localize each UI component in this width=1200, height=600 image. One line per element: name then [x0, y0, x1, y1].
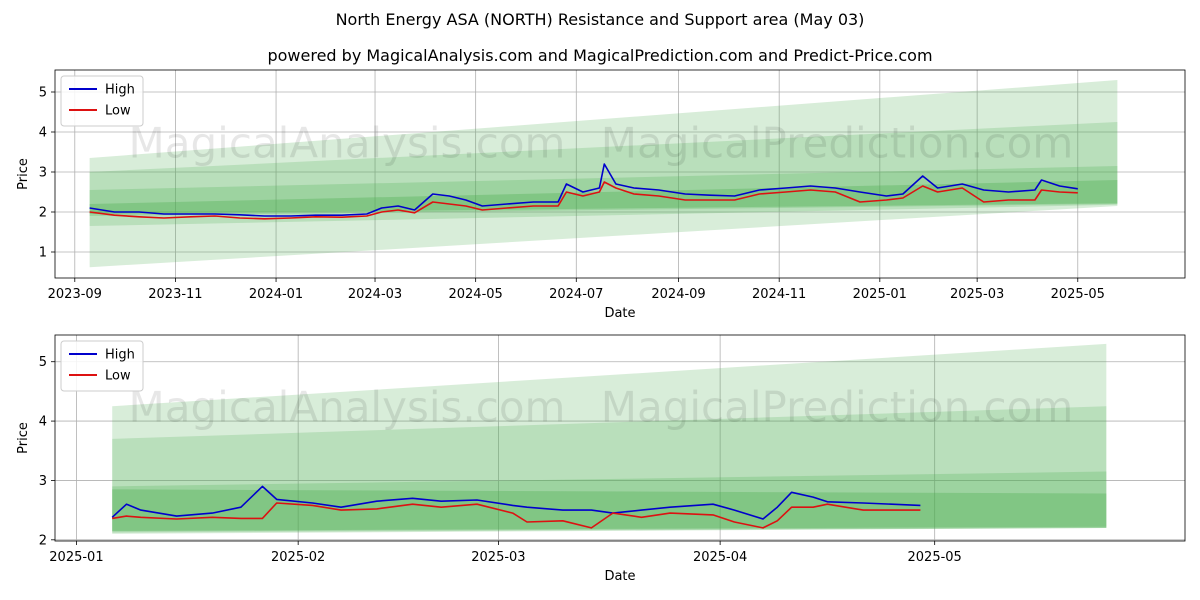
support-resistance-band [89, 122, 1118, 226]
y-tick-label: 5 [39, 86, 47, 101]
y-tick-label: 2 [39, 533, 47, 548]
x-axis-label: Date [604, 569, 635, 584]
x-tick-label: 2025-01 [853, 287, 907, 302]
y-tick-label: 3 [39, 166, 47, 181]
y-tick-label: 4 [39, 415, 47, 430]
support-resistance-band [89, 80, 1118, 268]
chart-subtitle: powered by MagicalAnalysis.com and Magic… [267, 46, 933, 65]
y-tick-label: 4 [39, 126, 47, 141]
x-tick-label: 2025-05 [1051, 287, 1105, 302]
plot-area [89, 80, 1118, 268]
support-resistance-band [112, 343, 1107, 534]
x-tick-label: 2024-05 [448, 287, 502, 302]
support-resistance-band [89, 180, 1118, 214]
x-tick-label: 2024-11 [752, 287, 806, 302]
support-resistance-band [89, 166, 1118, 216]
watermark-text: MagicalAnalysis.com [129, 118, 566, 167]
x-tick-label: 2023-09 [48, 287, 102, 302]
legend-label: High [105, 83, 135, 98]
y-tick-label: 1 [39, 246, 47, 261]
y-tick-label: 5 [39, 355, 47, 370]
x-axis-label: Date [604, 306, 635, 321]
x-tick-label: 2025-03 [950, 287, 1004, 302]
legend: High Low [60, 340, 144, 392]
y-tick-label: 2 [39, 206, 47, 221]
legend-label: High [105, 348, 135, 363]
low-series-line [89, 181, 1078, 220]
plot-frame [54, 334, 1186, 542]
support-resistance-band [112, 489, 1107, 531]
low-series-line [112, 502, 921, 529]
legend-label: Low [105, 104, 131, 119]
chart-panel-1: MagicalAnalysis.com MagicalPrediction.com… [16, 69, 1186, 321]
plot-area [111, 343, 1107, 534]
x-tick-label: 2024-03 [348, 287, 402, 302]
x-tick-label: 2025-04 [693, 550, 747, 565]
support-resistance-band [112, 406, 1107, 533]
y-axis-label: Price [16, 422, 31, 454]
high-series-line [111, 485, 921, 520]
x-tick-label: 2025-03 [471, 550, 525, 565]
support-resistance-band [112, 471, 1107, 532]
watermark-text: MagicalPrediction.com [601, 383, 1074, 432]
high-series-line [89, 163, 1078, 217]
y-tick-label: 3 [39, 474, 47, 489]
watermark-text: MagicalAnalysis.com [129, 383, 566, 432]
x-tick-label: 2023-11 [148, 287, 202, 302]
y-axis-label: Price [16, 158, 31, 190]
chart-panel-2: MagicalAnalysis.com MagicalPrediction.com… [16, 334, 1186, 584]
plot-frame [54, 69, 1186, 279]
legend-label: Low [105, 369, 131, 384]
chart-title: North Energy ASA (NORTH) Resistance and … [335, 10, 865, 29]
x-tick-label: 2024-07 [549, 287, 603, 302]
x-tick-label: 2025-01 [49, 550, 103, 565]
x-tick-label: 2025-05 [908, 550, 962, 565]
x-tick-label: 2024-09 [651, 287, 705, 302]
x-tick-label: 2024-01 [249, 287, 303, 302]
legend: High Low [60, 75, 144, 127]
watermark-text: MagicalPrediction.com [601, 118, 1074, 167]
x-tick-label: 2025-02 [271, 550, 325, 565]
